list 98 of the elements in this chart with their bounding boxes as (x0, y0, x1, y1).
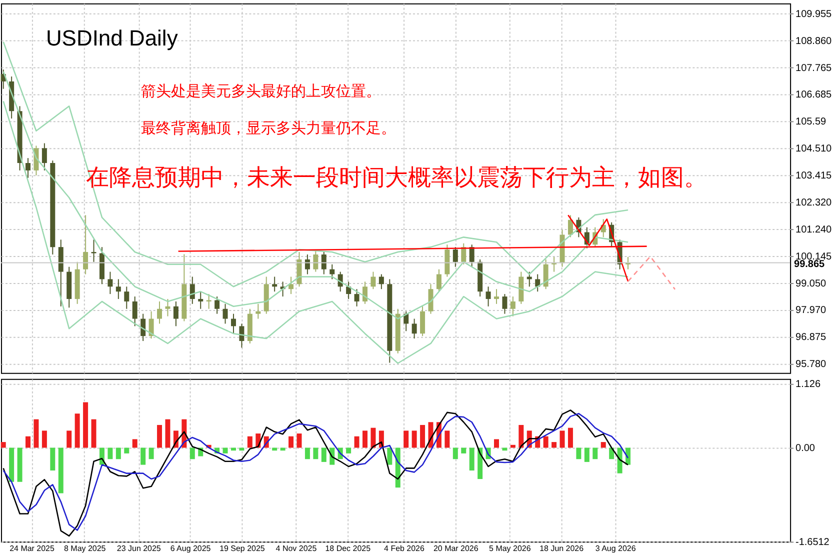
annotation: 最终背离触顶，显示多头力量仍不足。 (140, 119, 396, 138)
candlestick (452, 246, 458, 268)
y-tick-label: 105.59 (796, 116, 826, 128)
x-tick-label: 8 May 2025 (64, 544, 106, 554)
ref-line-label: 99.865 (794, 258, 825, 270)
candlestick (478, 258, 483, 297)
x-tick-label: 18 Jun 2026 (540, 544, 584, 554)
candlestick (494, 288, 500, 304)
candlestick (313, 250, 318, 272)
x-tick-label: 4 Nov 2025 (276, 544, 318, 554)
candlestick (264, 276, 269, 314)
candlestick (526, 271, 532, 288)
candlestick (420, 306, 426, 337)
y-tick-label: 101.240 (796, 224, 832, 236)
candlestick (206, 294, 212, 310)
y-tick-label: 108.860 (796, 36, 832, 47)
line-series (2, 100, 629, 364)
candlestick (428, 284, 434, 314)
candlestick (83, 214, 88, 275)
candlestick (124, 286, 130, 310)
candlestick (510, 296, 516, 317)
candlestick (412, 318, 417, 340)
annotation: 箭头处是美元多头最好的上攻位置。 (140, 82, 381, 100)
y-tick-label: 104.510 (796, 143, 832, 154)
candlestick (108, 271, 113, 295)
candlestick (157, 300, 162, 324)
candlestick (230, 313, 236, 334)
candlestick (9, 76, 14, 120)
candlestick (518, 271, 524, 304)
y-tick-label: 109.955 (796, 8, 832, 20)
candlestick (247, 308, 252, 344)
x-tick-label: 24 Mar 2025 (10, 544, 55, 554)
candlestick (338, 271, 343, 292)
x-tick-label: 3 Aug 2026 (595, 544, 636, 554)
candlestick (404, 310, 409, 332)
y-tick-label: 1.126 (796, 379, 821, 390)
candlestick (58, 239, 64, 307)
candlestick (469, 244, 474, 268)
candlestick (395, 308, 400, 354)
candlestick (50, 160, 56, 255)
candlestick (140, 313, 146, 342)
y-tick-label: 107.765 (796, 62, 832, 74)
y-tick-label: -1.6512 (796, 537, 830, 548)
candlestick (362, 281, 368, 304)
candlestick (42, 142, 47, 171)
candlestick (543, 258, 548, 290)
y-tick-label: 106.685 (796, 90, 832, 101)
candlestick (26, 158, 31, 178)
candlestick (288, 276, 294, 295)
candlestick (198, 291, 204, 310)
candlestick (74, 261, 80, 304)
candlestick (66, 266, 72, 308)
y-tick-label: 103.415 (796, 170, 832, 182)
candlestick (486, 286, 491, 307)
y-tick-label: 95.780 (796, 359, 826, 370)
x-tick-label: 6 Aug 2025 (170, 544, 212, 554)
candlestick (148, 310, 154, 340)
candlestick (272, 276, 278, 292)
x-tick-label: 5 May 2026 (489, 544, 532, 554)
candlestick (346, 281, 352, 300)
candlestick (190, 276, 195, 304)
candlestick (173, 300, 178, 327)
candlestick (535, 274, 540, 292)
candlestick (296, 252, 302, 288)
candlestick (256, 303, 261, 320)
candlestick (444, 244, 450, 278)
y-tick-label: 97.970 (796, 305, 826, 316)
text: USDInd Daily (46, 25, 178, 50)
x-tick-label: 23 Jun 2025 (116, 544, 162, 554)
y-tick-label: 96.875 (796, 332, 826, 344)
candlestick (568, 214, 573, 238)
candlestick (354, 288, 360, 307)
candlestick (304, 254, 310, 275)
x-tick-label: 4 Feb 2026 (384, 544, 425, 554)
candlestick (214, 296, 220, 314)
candlestick (321, 252, 326, 275)
candlestick (502, 294, 508, 314)
x-tick-label: 18 Dec 2025 (325, 544, 372, 554)
candlestick (436, 268, 442, 292)
y-tick-label: 0.00 (796, 443, 816, 454)
candlestick (378, 274, 384, 290)
candlestick (239, 323, 244, 348)
candlestick (387, 278, 392, 364)
candlestick (370, 271, 376, 290)
candlestick (132, 296, 138, 327)
candlestick (461, 242, 466, 265)
candlestick (182, 254, 187, 322)
annotation: 在降息预期中，未来一段时间大概率以震荡下行为主，如图。 (86, 165, 707, 192)
candlestick (99, 246, 104, 285)
candlestick (165, 298, 170, 317)
candlestick (116, 278, 121, 300)
candlestick (330, 264, 335, 280)
candlestick (222, 303, 228, 324)
x-tick-label: 19 Sep 2025 (220, 544, 266, 554)
y-tick-label: 99.050 (796, 278, 826, 290)
line-series (2, 70, 629, 320)
y-tick-label: 102.320 (796, 198, 832, 209)
x-tick-label: 20 Mar 2026 (433, 544, 479, 554)
